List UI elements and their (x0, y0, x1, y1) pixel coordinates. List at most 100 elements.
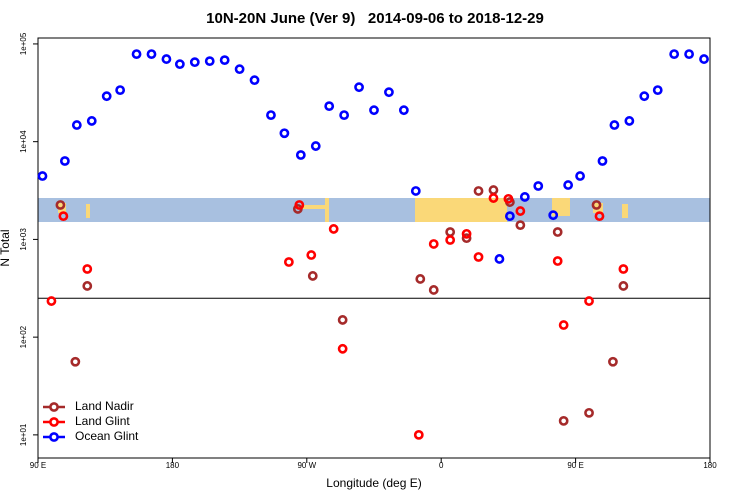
point (461, 233, 472, 244)
point (115, 85, 126, 96)
point (503, 193, 514, 204)
point (204, 56, 215, 67)
legend-marker (49, 417, 59, 427)
point (279, 128, 290, 139)
point (415, 274, 426, 284)
x-tick-label: 90 E (30, 461, 46, 470)
point (86, 116, 97, 126)
point (295, 150, 306, 160)
point (624, 116, 635, 126)
point (473, 252, 484, 262)
point (324, 101, 335, 112)
y-tick-label: 1e+03 (19, 228, 28, 251)
point (515, 206, 526, 216)
point (652, 85, 663, 96)
point (219, 55, 230, 66)
point (584, 407, 594, 418)
x-tick-label: 0 (439, 461, 444, 470)
point (445, 235, 456, 245)
point (339, 110, 350, 121)
point (494, 254, 505, 264)
map-strip (38, 198, 710, 222)
point (591, 200, 602, 210)
point (461, 228, 472, 239)
x-axis-label: Longitude (deg E) (326, 476, 421, 490)
point (398, 105, 409, 116)
point (337, 343, 348, 354)
point (584, 296, 594, 306)
point (428, 285, 439, 295)
y-tick-label: 1e+02 (19, 325, 28, 348)
legend-label: Ocean Glint (75, 429, 139, 443)
point (618, 264, 629, 274)
point (55, 200, 66, 210)
plot-frame (37, 37, 711, 459)
point (310, 141, 321, 151)
legend-label: Land Nadir (75, 399, 134, 413)
point (146, 49, 157, 59)
point (519, 192, 530, 202)
point (131, 49, 142, 59)
point (504, 211, 515, 222)
x-tick-label: 180 (166, 461, 180, 470)
legend-label: Land Glint (75, 414, 130, 428)
point (234, 64, 245, 75)
point (609, 120, 620, 130)
legend-marker (49, 402, 59, 412)
point (328, 224, 339, 234)
point (46, 296, 57, 306)
point (306, 250, 317, 260)
point (174, 59, 185, 70)
x-tick-label: 90 E (567, 461, 583, 470)
y-tick-label: 1e+04 (19, 130, 28, 153)
point (354, 82, 364, 93)
chart-title: 10N-20N June (Ver 9) 2014-09-06 to 2018-… (206, 10, 544, 27)
point (101, 91, 112, 102)
point (283, 257, 294, 267)
point (488, 185, 499, 195)
point (428, 239, 439, 249)
point (488, 193, 499, 203)
y-tick-label: 1e+01 (19, 423, 28, 446)
point (552, 227, 563, 237)
point (337, 315, 348, 325)
point (639, 91, 650, 102)
point (699, 54, 709, 64)
point (307, 271, 318, 281)
x-tick-label: 90 W (297, 461, 316, 470)
point (563, 180, 574, 190)
point (548, 210, 559, 221)
y-tick-label: 1e+05 (19, 32, 28, 55)
point (249, 75, 260, 86)
point (161, 54, 172, 64)
point (445, 227, 456, 237)
point (189, 57, 200, 68)
point (384, 87, 394, 98)
point (413, 429, 424, 440)
point (82, 264, 93, 274)
point (552, 256, 563, 266)
x-tick-label: 180 (703, 461, 717, 470)
point (58, 211, 69, 222)
point (515, 220, 526, 231)
point (70, 356, 81, 367)
point (294, 200, 305, 210)
point (533, 181, 544, 191)
point (597, 156, 608, 166)
legend-marker (49, 432, 59, 442)
point (608, 356, 618, 367)
y-axis-label: N Total (0, 229, 12, 266)
point (558, 416, 569, 426)
point (266, 110, 276, 121)
point (618, 281, 629, 291)
point (37, 171, 48, 181)
point (59, 156, 70, 166)
point (558, 320, 569, 330)
point (473, 186, 484, 196)
point (82, 281, 93, 291)
point (594, 211, 605, 222)
point (369, 105, 379, 116)
point (575, 171, 585, 181)
point (669, 49, 680, 59)
